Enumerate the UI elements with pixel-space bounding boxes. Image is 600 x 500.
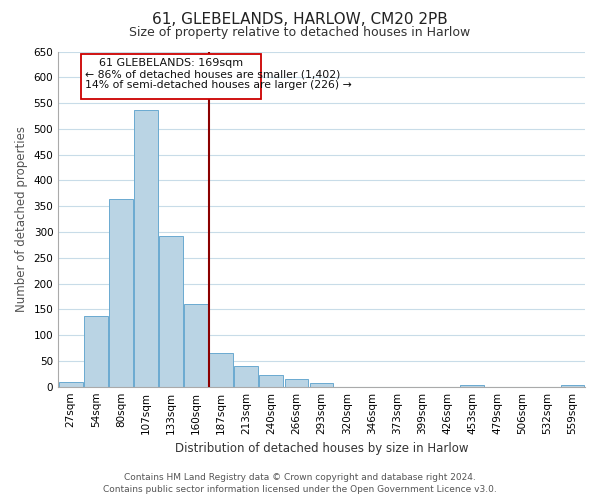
FancyBboxPatch shape [81, 54, 262, 99]
Bar [209, 353, 233, 386]
Bar [109, 200, 133, 386]
Text: Contains HM Land Registry data © Crown copyright and database right 2024.
Contai: Contains HM Land Registry data © Crown c… [103, 472, 497, 494]
X-axis label: Distribution of detached houses by size in Harlow: Distribution of detached houses by size … [175, 442, 469, 455]
Bar [310, 383, 334, 386]
Bar [235, 366, 258, 386]
Bar [84, 316, 108, 386]
Text: 61 GLEBELANDS: 169sqm: 61 GLEBELANDS: 169sqm [99, 58, 243, 68]
Bar [159, 236, 183, 386]
Bar [284, 380, 308, 386]
Text: 14% of semi-detached houses are larger (226) →: 14% of semi-detached houses are larger (… [85, 80, 351, 90]
Text: 61, GLEBELANDS, HARLOW, CM20 2PB: 61, GLEBELANDS, HARLOW, CM20 2PB [152, 12, 448, 28]
Bar [184, 304, 208, 386]
Text: Size of property relative to detached houses in Harlow: Size of property relative to detached ho… [130, 26, 470, 39]
Bar [460, 385, 484, 386]
Bar [59, 382, 83, 386]
Bar [560, 385, 584, 386]
Y-axis label: Number of detached properties: Number of detached properties [15, 126, 28, 312]
Bar [259, 376, 283, 386]
Text: ← 86% of detached houses are smaller (1,402): ← 86% of detached houses are smaller (1,… [85, 69, 340, 79]
Bar [134, 110, 158, 386]
